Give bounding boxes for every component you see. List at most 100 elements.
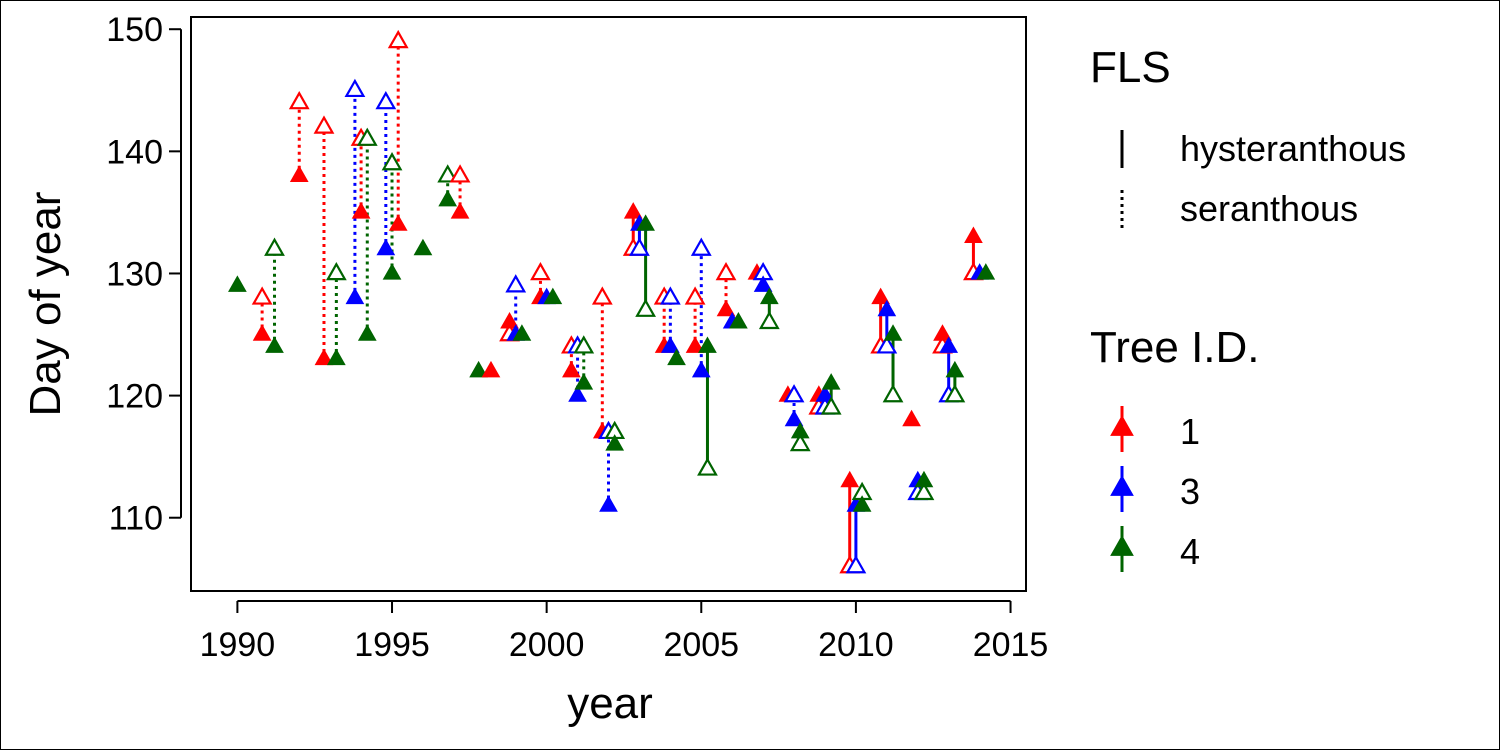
filled-point-tree-4	[852, 495, 872, 512]
legend-label-tree-3: 3	[1180, 471, 1200, 512]
open-point-tree-3	[783, 384, 805, 403]
open-point-tree-1	[684, 286, 706, 305]
open-point-tree-3	[344, 78, 366, 98]
filled-point-tree-4	[512, 324, 532, 341]
filled-point-tree-1	[871, 287, 891, 305]
filled-point-tree-4	[883, 324, 903, 341]
legend-title-fls: FLS	[1090, 43, 1171, 92]
filled-point-tree-4	[438, 189, 458, 207]
open-point-tree-4	[264, 237, 285, 256]
open-point-tree-3	[375, 90, 397, 110]
filled-point-tree-3	[815, 385, 835, 402]
open-point-tree-4	[758, 310, 780, 330]
filled-point-tree-1	[252, 324, 272, 341]
open-point-tree-4	[820, 396, 842, 415]
filled-point-tree-4	[413, 238, 433, 256]
filled-point-tree-4	[605, 434, 625, 451]
axes: 1990 1995 2000 2005 2010 2015 110 120 130 140 150	[106, 11, 1048, 664]
open-point-tree-4	[437, 164, 459, 183]
filled-point-tree-4	[265, 336, 284, 353]
legend-label-tree-1: 1	[1180, 411, 1200, 452]
x-tick-label: 1990	[200, 626, 276, 664]
open-point-tree-3	[845, 555, 867, 574]
legend-key-marker-tree-4	[1110, 534, 1134, 556]
filled-point-tree-3	[345, 287, 365, 305]
legend-label-seranthous: seranthous	[1180, 188, 1358, 229]
open-point-tree-4	[381, 152, 403, 171]
y-tick-label: 150	[106, 11, 163, 49]
filled-point-tree-4	[945, 360, 965, 378]
filled-point-tree-1	[685, 336, 705, 353]
filled-point-tree-3	[599, 495, 618, 512]
filled-point-tree-1	[388, 214, 408, 231]
x-tick-label: 1995	[354, 626, 430, 664]
filled-point-tree-4	[357, 324, 377, 341]
filled-point-tree-1	[500, 312, 519, 329]
filled-point-tree-1	[450, 202, 470, 219]
filled-point-tree-4	[790, 421, 810, 439]
legend-key-marker-tree-1	[1110, 414, 1134, 436]
open-point-tree-1	[530, 261, 551, 281]
filled-point-tree-1	[351, 202, 371, 219]
open-point-tree-1	[591, 286, 613, 305]
x-axis-title: year	[567, 679, 653, 728]
open-point-tree-3	[505, 274, 527, 293]
open-point-tree-4	[325, 261, 347, 281]
open-point-tree-3	[690, 237, 712, 256]
open-point-tree-1	[313, 115, 335, 134]
plot-area	[190, 16, 1027, 592]
open-point-tree-4	[944, 384, 966, 403]
y-tick-label: 120	[106, 378, 163, 416]
open-point-tree-3	[659, 286, 681, 305]
filled-point-tree-3	[753, 275, 773, 292]
open-point-tree-1	[449, 164, 471, 183]
filled-point-tree-1	[623, 202, 643, 219]
x-tick-label: 2005	[663, 626, 739, 664]
filled-point-tree-1	[481, 360, 501, 378]
open-point-tree-4	[882, 384, 904, 403]
open-point-tree-4	[635, 298, 657, 317]
legend-label-tree-4: 4	[1180, 531, 1200, 572]
open-point-tree-1	[715, 261, 737, 281]
filled-point-tree-4	[228, 275, 247, 292]
filled-point-tree-3	[568, 385, 587, 402]
open-point-tree-4	[789, 432, 811, 452]
filled-point-tree-3	[877, 299, 897, 317]
filled-point-tree-1	[964, 226, 983, 244]
filled-point-tree-4	[636, 214, 655, 231]
filled-point-tree-3	[691, 360, 711, 378]
filled-point-tree-3	[784, 409, 804, 427]
filled-point-tree-1	[902, 409, 921, 427]
open-point-tree-1	[251, 286, 273, 305]
x-tick-label: 2000	[509, 626, 585, 664]
filled-point-tree-1	[716, 299, 736, 317]
legend-label-hysteranthous: hysteranthous	[1180, 128, 1406, 169]
open-point-tree-4	[573, 335, 595, 354]
filled-point-tree-1	[562, 360, 581, 378]
open-point-tree-3	[629, 237, 650, 256]
legend-key-marker-tree-3	[1110, 474, 1134, 496]
filled-point-tree-4	[574, 373, 594, 390]
filled-point-tree-3	[376, 238, 396, 256]
filled-point-tree-4	[821, 373, 841, 390]
filled-point-tree-4	[667, 348, 686, 366]
filled-point-tree-4	[382, 263, 402, 280]
data-marks	[228, 29, 996, 574]
filled-point-tree-4	[914, 470, 934, 488]
filled-point-tree-3	[660, 336, 680, 353]
y-tick-label: 110	[109, 500, 163, 538]
filled-point-tree-4	[543, 287, 563, 305]
x-tick-label: 2015	[973, 626, 1049, 664]
y-tick-label: 140	[106, 133, 163, 171]
filled-point-tree-4	[698, 336, 717, 353]
filled-point-tree-4	[976, 263, 996, 280]
filled-point-tree-4	[729, 312, 748, 329]
filled-point-tree-1	[314, 348, 334, 366]
y-tick-label: 130	[106, 255, 163, 293]
filled-point-tree-4	[469, 360, 488, 378]
y-axis-title: Day of year	[21, 192, 70, 417]
filled-point-tree-3	[939, 336, 959, 353]
open-point-tree-4	[697, 457, 718, 476]
x-tick-label: 2010	[818, 626, 894, 664]
